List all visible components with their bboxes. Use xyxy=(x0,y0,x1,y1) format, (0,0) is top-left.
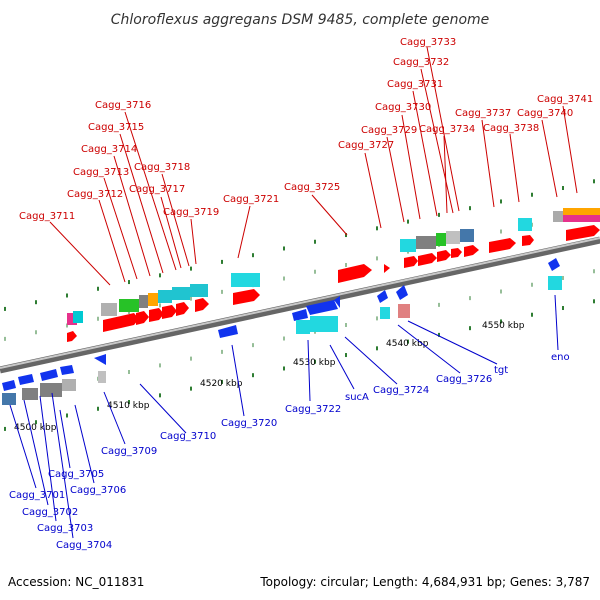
gene-label: Cagg_3725 xyxy=(284,182,340,193)
gene-label: Cagg_3714 xyxy=(81,144,137,155)
gene-label: Cagg_3731 xyxy=(387,79,443,90)
forward-genes xyxy=(67,225,600,342)
gene-label: Cagg_3734 xyxy=(419,124,475,135)
gene-label: Cagg_3722 xyxy=(285,404,341,415)
gene-label: Cagg_3709 xyxy=(101,446,157,457)
scale-label-4540: 4540 kbp xyxy=(386,339,429,349)
genome-backbone xyxy=(0,236,600,374)
gene-label: Cagg_3713 xyxy=(73,167,129,178)
scale-label-4510: 4510 kbp xyxy=(107,401,150,411)
accession-text: Accession: NC_011831 xyxy=(8,575,144,589)
gene-label: Cagg_3737 xyxy=(455,108,511,119)
reverse-feature-boxes xyxy=(2,276,562,405)
gene-label: Cagg_3710 xyxy=(160,431,216,442)
gene-label: Cagg_3715 xyxy=(88,122,144,133)
gene-label: Cagg_3704 xyxy=(56,540,112,551)
forward-gene-labels: Cagg_3711 Cagg_3712 Cagg_3713 Cagg_3714 … xyxy=(19,37,593,222)
scale-label-4550: 4550 kbp xyxy=(482,321,525,331)
gene-label: Cagg_3727 xyxy=(338,140,394,151)
gene-label: Cagg_3703 xyxy=(37,523,93,534)
gene-label: Cagg_3712 xyxy=(67,189,123,200)
gene-label: tgt xyxy=(494,365,508,376)
gene-label: Cagg_3721 xyxy=(223,194,279,205)
gene-label: Cagg_3738 xyxy=(483,123,539,134)
gene-label: Cagg_3701 xyxy=(9,490,65,501)
gene-label: Cagg_3717 xyxy=(129,184,185,195)
gene-label: Cagg_3706 xyxy=(70,485,126,496)
gene-label: Cagg_3741 xyxy=(537,94,593,105)
reverse-leader-lines xyxy=(9,294,559,539)
forward-leader-lines xyxy=(49,46,578,286)
gene-label: Cagg_3716 xyxy=(95,100,151,111)
gene-label: Cagg_3730 xyxy=(375,102,431,113)
gene-label: Cagg_3711 xyxy=(19,211,75,222)
genome-summary-text: Topology: circular; Length: 4,684,931 bp… xyxy=(259,575,590,589)
reverse-genes xyxy=(2,258,560,391)
gene-label: Cagg_3733 xyxy=(400,37,456,48)
gene-label: Cagg_3705 xyxy=(48,469,104,480)
gene-label: Cagg_3726 xyxy=(436,374,492,385)
gene-label: Cagg_3732 xyxy=(393,57,449,68)
gene-label: Cagg_3724 xyxy=(373,385,429,396)
scale-label-4530: 4530 kbp xyxy=(293,358,336,368)
gene-label: Cagg_3720 xyxy=(221,418,277,429)
forward-feature-boxes xyxy=(67,208,600,325)
gene-label: Cagg_3702 xyxy=(22,507,78,518)
gene-label: Cagg_3740 xyxy=(517,108,573,119)
reverse-gene-labels: Cagg_3701 Cagg_3702 Cagg_3703 Cagg_3704 … xyxy=(9,352,570,551)
gene-label: Cagg_3719 xyxy=(163,207,219,218)
gene-label: Cagg_3729 xyxy=(361,125,417,136)
gene-label: Cagg_3718 xyxy=(134,162,190,173)
gene-label: eno xyxy=(551,352,570,363)
map-title: Chloroflexus aggregans DSM 9485, complet… xyxy=(111,12,490,28)
gene-label: sucA xyxy=(345,392,369,403)
scale-label-4500: 4500 kbp xyxy=(14,423,57,433)
scale-label-4520: 4520 kbp xyxy=(200,379,243,389)
